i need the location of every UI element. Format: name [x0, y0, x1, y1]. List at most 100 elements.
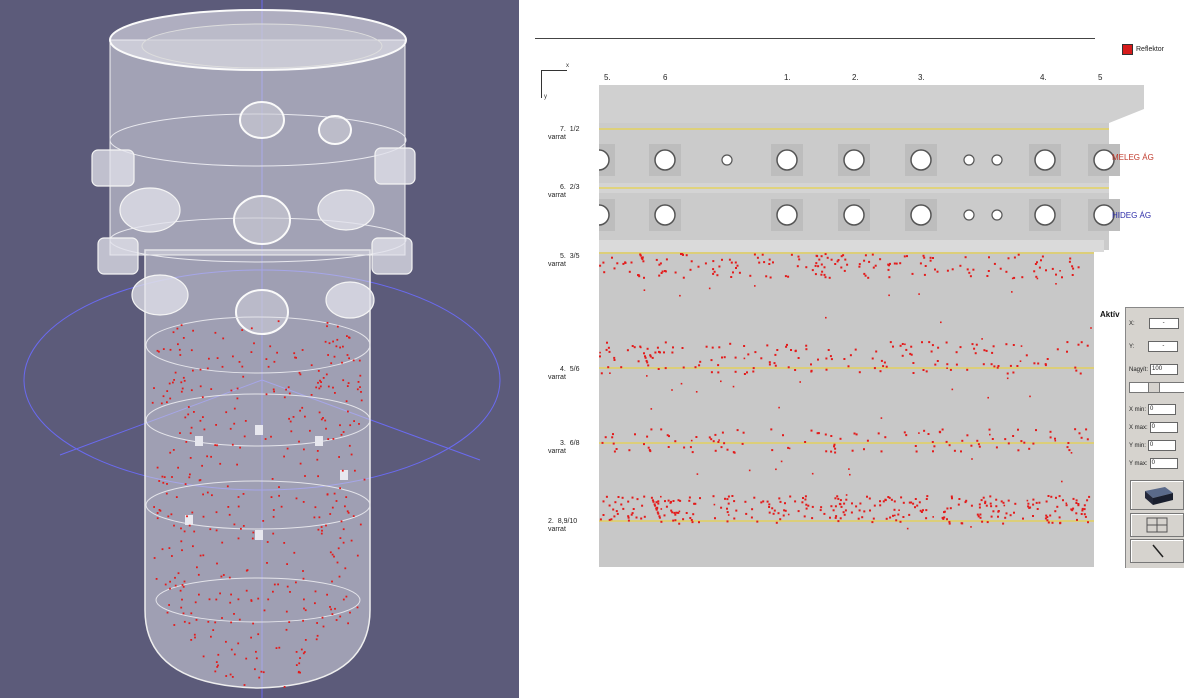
reflector-point [352, 515, 355, 517]
reflector-point [643, 276, 645, 279]
reflector-point [768, 511, 771, 514]
reflector-point [843, 269, 846, 272]
reflector-point [225, 675, 228, 677]
reflector-point [356, 388, 359, 391]
reflector-point [189, 432, 192, 435]
reflector-point [1054, 510, 1057, 513]
reflector-point [834, 263, 837, 265]
reflector-point [335, 619, 338, 621]
reflector-point [613, 450, 616, 453]
reflector-point [612, 433, 614, 436]
reflector-point [322, 625, 325, 628]
reflector-point [331, 553, 334, 556]
reflector-point [978, 503, 981, 506]
weld-map-plot[interactable] [599, 85, 1149, 567]
reflector-point [751, 508, 754, 511]
reflector-point [182, 337, 185, 339]
reflector-point [712, 495, 715, 498]
reflector-point [863, 272, 866, 275]
reflector-point [175, 496, 178, 498]
reflector-point [836, 260, 839, 263]
reflector-point [156, 512, 159, 514]
reflector-point [810, 429, 813, 432]
reflector-point [861, 516, 864, 519]
reflector-point [778, 497, 781, 500]
reflector-point [1004, 438, 1007, 441]
reflector-point [895, 519, 898, 522]
reflector-point [941, 428, 944, 431]
reflector-point [216, 562, 218, 565]
reflector-point [698, 364, 701, 367]
reflector-point [183, 530, 186, 533]
reflector-point [948, 520, 951, 523]
reflector-point [1088, 495, 1091, 498]
reflector-point [927, 433, 930, 435]
reflector-point [1071, 274, 1074, 276]
reflector-point [892, 514, 894, 517]
reflector-point [695, 436, 698, 438]
reflector-point [883, 361, 886, 364]
reflector-point [1065, 502, 1068, 505]
move-button[interactable] [1130, 513, 1184, 537]
reflector-point [317, 528, 320, 531]
reflector-point [219, 462, 222, 465]
reflector-point [988, 256, 990, 259]
reflector-point [250, 351, 253, 353]
reflector-point [971, 458, 973, 460]
reflector-point [601, 441, 604, 444]
reflector-point [1003, 504, 1006, 507]
reflector-point [627, 516, 630, 519]
reflector-point [651, 499, 654, 501]
reflector-point [868, 497, 871, 500]
reflector-point [347, 622, 349, 625]
reflector-point [1055, 496, 1057, 499]
reflector-point [615, 510, 618, 513]
reflector-point [826, 256, 829, 259]
zoom-slider-thumb[interactable] [1148, 383, 1160, 392]
reflector-point [156, 466, 159, 469]
reflector-point [250, 636, 252, 639]
reflector-point [206, 367, 209, 370]
ymax-input[interactable]: 0 [1149, 458, 1178, 469]
reflector-point [975, 343, 978, 346]
zoom-input[interactable]: 100 [1150, 364, 1179, 375]
reflector-point [904, 343, 906, 346]
reflector-point [1058, 516, 1061, 519]
measure-button[interactable] [1130, 539, 1184, 563]
ymin-input[interactable]: 0 [1147, 440, 1176, 451]
reflector-point [790, 349, 792, 351]
xmax-input[interactable]: 0 [1149, 422, 1178, 433]
reflector-point [650, 496, 653, 499]
reflector-point [255, 650, 257, 653]
reflector-point [202, 493, 204, 496]
panel-title: Aktív [1100, 310, 1120, 319]
reflector-point [622, 507, 625, 510]
reflector-point [814, 273, 817, 276]
reflector-point [671, 351, 674, 354]
reflector-point [1084, 515, 1087, 518]
reflector-point [346, 335, 348, 337]
y-readout-label: Y: [1129, 343, 1135, 350]
reflector-point [699, 497, 701, 500]
reflector-point [829, 355, 832, 358]
reflector-point [1004, 516, 1007, 519]
reflector-point [834, 516, 837, 519]
reflector-point [349, 424, 352, 427]
view-3d-button[interactable] [1130, 480, 1184, 510]
zoom-slider[interactable] [1129, 382, 1184, 393]
reflector-point [901, 343, 904, 345]
reflector-point [888, 496, 891, 499]
reflector-point [313, 516, 316, 519]
reflector-point [320, 418, 323, 421]
reflector-point [1036, 277, 1039, 280]
reflector-point [1047, 521, 1050, 524]
reflector-point [1087, 521, 1089, 524]
reflector-point [1046, 516, 1049, 519]
reflector-point [866, 495, 868, 498]
reflector-point [202, 515, 205, 518]
reflector-point [731, 495, 734, 497]
vessel-3d-view[interactable] [0, 0, 519, 698]
reflector-point [331, 506, 334, 509]
reflector-point [663, 270, 666, 272]
xmin-input[interactable]: 0 [1148, 404, 1177, 415]
